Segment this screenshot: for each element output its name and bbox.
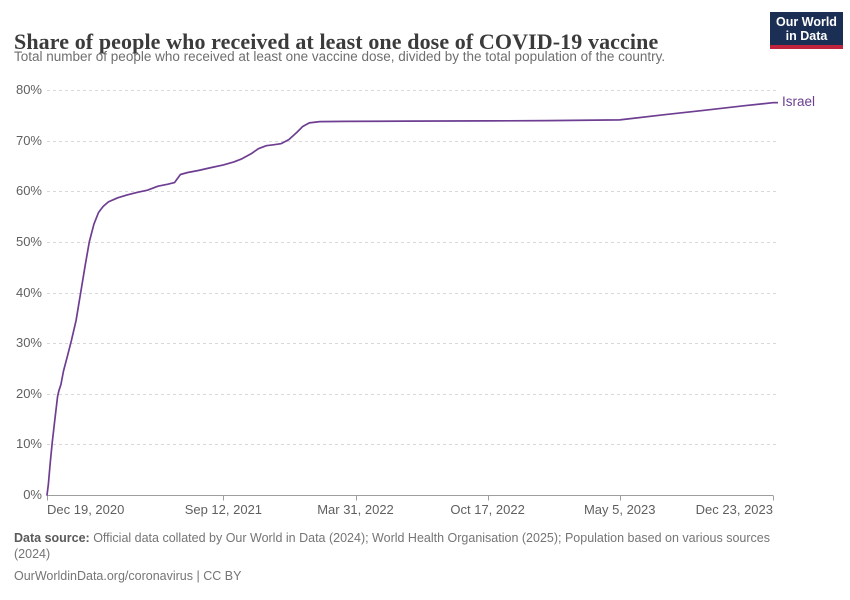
x-axis-tick-label: May 5, 2023	[583, 502, 656, 517]
y-axis-tick-label: 10%	[15, 436, 42, 452]
x-axis-tick-label: Sep 12, 2021	[184, 502, 263, 517]
y-axis-tick-label: 70%	[15, 132, 42, 148]
y-axis-tick-label: 60%	[15, 183, 42, 199]
data-source-note: Data source: Official data collated by O…	[14, 531, 806, 562]
x-axis-tick-label: Dec 19, 2020	[47, 502, 125, 517]
license-link[interactable]: OurWorldinData.org/coronavirus | CC BY	[14, 569, 242, 583]
y-axis-tick-label: 30%	[15, 335, 42, 351]
y-axis-tick-label: 80%	[15, 82, 42, 97]
owid-logo-line1: Our World	[776, 14, 837, 29]
chart-subtitle: Total number of people who received at l…	[14, 49, 666, 64]
series-label-israel[interactable]: Israel	[782, 94, 816, 110]
x-axis-tick-label: Dec 23, 2023	[695, 502, 773, 517]
y-axis-tick-label: 0%	[23, 487, 42, 502]
y-axis-tick-label: 20%	[15, 385, 42, 401]
y-axis-tick-label: 40%	[15, 284, 42, 300]
chart-title: Share of people who received at least on…	[14, 28, 659, 54]
x-axis-tick-label: Mar 31, 2022	[317, 502, 394, 517]
owid-logo-line2: in Data	[785, 28, 828, 43]
y-axis-tick-label: 50%	[15, 233, 42, 249]
series-line-israel	[46, 101, 774, 496]
x-axis-tick-label: Oct 17, 2022	[450, 502, 525, 517]
data-source-label: Data source:	[14, 531, 90, 545]
owid-logo[interactable]: Our World in Data	[770, 12, 843, 49]
data-source-text: Official data collated by Our World in D…	[14, 531, 770, 561]
